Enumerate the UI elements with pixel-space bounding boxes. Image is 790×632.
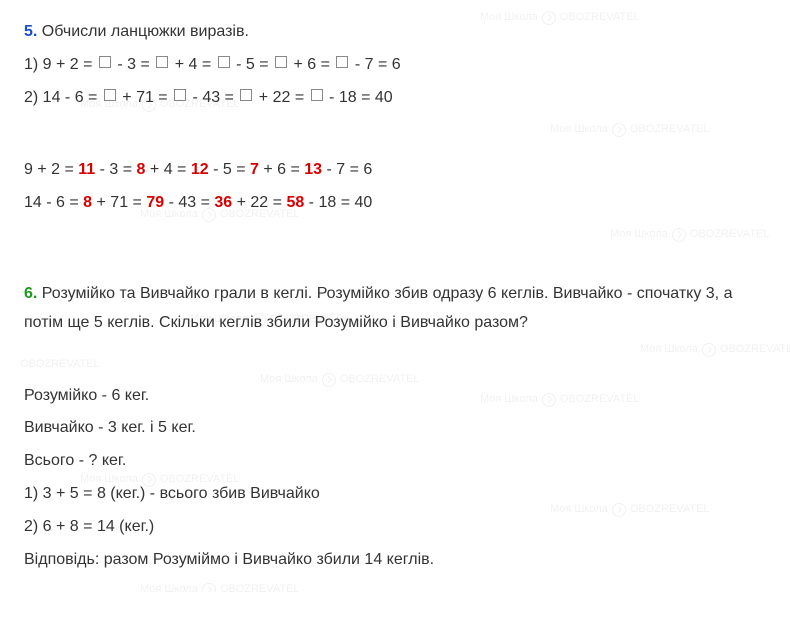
- spacer: [24, 258, 766, 276]
- problem5-line2: 2) 14 - 6 = + 71 = - 43 = + 22 = - 18 = …: [24, 84, 766, 113]
- p5-s1-a1: 11: [78, 161, 95, 178]
- blank-box: [174, 89, 186, 101]
- problem5-solution1: 9 + 2 = 11 - 3 = 8 + 4 = 12 - 5 = 7 + 6 …: [24, 156, 766, 185]
- problem5-solution2: 14 - 6 = 8 + 71 = 79 - 43 = 36 + 22 = 58…: [24, 189, 766, 218]
- problem6-text: 6. Розумійко та Вивчайко грали в кеглі. …: [24, 280, 766, 338]
- task-number-6: 6.: [24, 285, 37, 302]
- p5-s1-a5: 13: [304, 161, 322, 178]
- p6-line5: 2) 6 + 8 = 14 (кег.): [24, 513, 766, 542]
- p5-l1-s3: - 5 =: [232, 56, 273, 73]
- p5-s2-p4: + 22 =: [232, 194, 286, 211]
- p5-l2-s2: - 43 =: [188, 89, 238, 106]
- p5-s1-p1: 9 + 2 =: [24, 161, 78, 178]
- p5-s1-p4: - 5 =: [209, 161, 250, 178]
- p5-s2-p2: + 71 =: [92, 194, 146, 211]
- p5-s2-a2: 79: [146, 194, 164, 211]
- task-number-5: 5.: [24, 23, 37, 40]
- p5-s2-a3: 36: [214, 194, 232, 211]
- blank-box: [336, 56, 348, 68]
- blank-box: [104, 89, 116, 101]
- spacer: [24, 116, 766, 152]
- watermark-item: Моя Школа OBOZREVATEL: [140, 580, 300, 592]
- wm-t2: OBOZREVATEL: [220, 580, 300, 592]
- p5-s1-a3: 12: [191, 161, 209, 178]
- blank-box: [275, 56, 287, 68]
- blank-box: [99, 56, 111, 68]
- p5-s1-a4: 7: [250, 161, 259, 178]
- problem6-body: Розумійко та Вивчайко грали в кеглі. Роз…: [24, 285, 732, 331]
- p5-s2-p3: - 43 =: [164, 194, 214, 211]
- p6-line6: Відповідь: разом Розуміймо і Вивчайко зб…: [24, 546, 766, 575]
- problem5-title-text: Обчисли ланцюжки виразів.: [42, 23, 249, 40]
- p5-s1-p6: - 7 = 6: [322, 161, 372, 178]
- p5-l1-s4: + 6 =: [289, 56, 334, 73]
- blank-box: [218, 56, 230, 68]
- p5-l2-prefix: 2) 14 - 6 =: [24, 89, 102, 106]
- p5-s2-a1: 8: [83, 194, 92, 211]
- p5-s2-p1: 14 - 6 =: [24, 194, 83, 211]
- p5-l2-s3: + 22 =: [254, 89, 308, 106]
- p5-s1-p2: - 3 =: [95, 161, 136, 178]
- p5-l1-s1: - 3 =: [113, 56, 154, 73]
- p5-l1-s2: + 4 =: [170, 56, 215, 73]
- target-icon: [202, 583, 216, 592]
- blank-box: [311, 89, 323, 101]
- problem5-line1: 1) 9 + 2 = - 3 = + 4 = - 5 = + 6 = - 7 =…: [24, 51, 766, 80]
- spacer: [24, 222, 766, 258]
- p6-line1: Розумійко - 6 кег.: [24, 382, 766, 411]
- p5-l2-s4: - 18 = 40: [325, 89, 393, 106]
- p5-l1-s5: - 7 = 6: [350, 56, 400, 73]
- p5-s2-a4: 58: [286, 194, 304, 211]
- problem5-title: 5. Обчисли ланцюжки виразів.: [24, 18, 766, 47]
- p5-s2-p5: - 18 = 40: [304, 194, 372, 211]
- p5-s1-p3: + 4 =: [145, 161, 190, 178]
- p5-l2-s1: + 71 =: [118, 89, 172, 106]
- blank-box: [240, 89, 252, 101]
- p6-line2: Вивчайко - 3 кег. і 5 кег.: [24, 414, 766, 443]
- p6-line3: Всього - ? кег.: [24, 447, 766, 476]
- p5-l1-prefix: 1) 9 + 2 =: [24, 56, 97, 73]
- spacer: [24, 342, 766, 378]
- wm-t1: Моя Школа: [140, 580, 198, 592]
- blank-box: [156, 56, 168, 68]
- p5-s1-p5: + 6 =: [259, 161, 304, 178]
- p6-line4: 1) 3 + 5 = 8 (кег.) - всього збив Вивчай…: [24, 480, 766, 509]
